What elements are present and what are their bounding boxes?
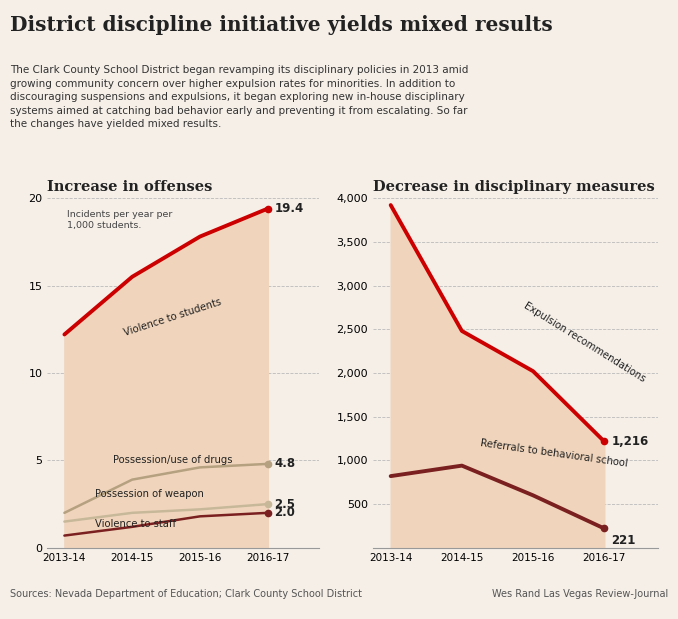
Text: Sources: Nevada Department of Education; Clark County School District: Sources: Nevada Department of Education;… [10, 589, 362, 599]
Text: Wes Rand Las Vegas Review-Journal: Wes Rand Las Vegas Review-Journal [492, 589, 668, 599]
Text: 2.0: 2.0 [275, 506, 296, 519]
Text: Possession/use of drugs: Possession/use of drugs [113, 456, 233, 465]
Text: Expulsion recommendations: Expulsion recommendations [522, 301, 647, 384]
Text: Incidents per year per
1,000 students.: Incidents per year per 1,000 students. [67, 210, 172, 230]
Text: Increase in offenses: Increase in offenses [47, 180, 213, 194]
Text: 19.4: 19.4 [275, 202, 304, 215]
Text: 221: 221 [612, 534, 636, 547]
Text: Violence to students: Violence to students [122, 297, 222, 337]
Text: 4.8: 4.8 [275, 457, 296, 470]
Text: Decrease in disciplinary measures: Decrease in disciplinary measures [373, 180, 655, 194]
Text: District discipline initiative yields mixed results: District discipline initiative yields mi… [10, 15, 553, 35]
Text: Possession of weapon: Possession of weapon [95, 490, 204, 500]
Text: 2.5: 2.5 [275, 498, 296, 511]
Text: Violence to staff: Violence to staff [95, 519, 176, 529]
Text: The Clark County School District began revamping its disciplinary policies in 20: The Clark County School District began r… [10, 65, 468, 129]
Text: Referrals to behavioral school: Referrals to behavioral school [480, 438, 629, 469]
Text: 1,216: 1,216 [612, 435, 649, 448]
